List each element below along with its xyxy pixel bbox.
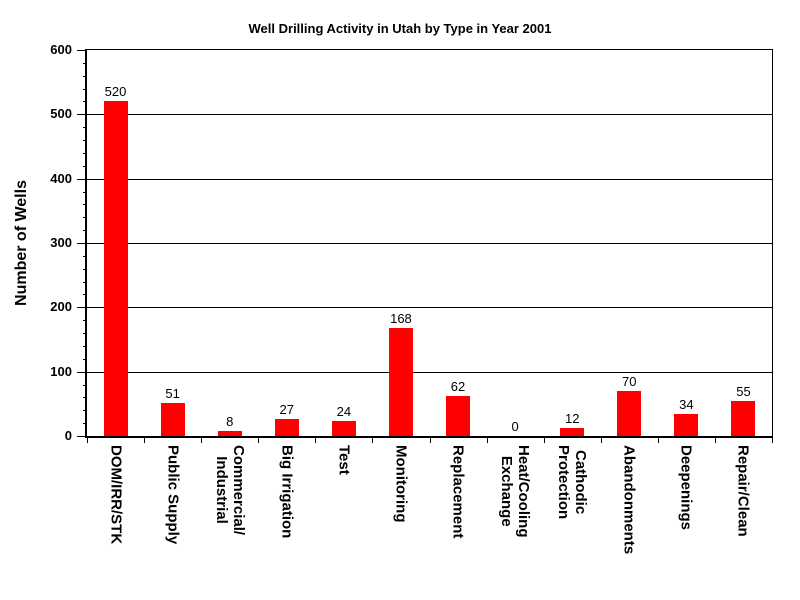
x-axis-tick (372, 438, 373, 443)
x-axis-tick (544, 438, 545, 443)
category-label-text: Commercial/ Industrial (212, 445, 247, 536)
category-label-text: Replacement (449, 445, 467, 539)
y-major-tick (77, 372, 87, 373)
y-tick-label: 400 (50, 170, 72, 186)
x-axis-tick (315, 438, 316, 443)
bar-value-label: 8 (226, 413, 234, 429)
x-axis-tick (144, 438, 145, 443)
x-axis-tick (201, 438, 202, 443)
gridline (87, 179, 772, 180)
bar-value-label: 34 (679, 397, 694, 413)
bar (217, 430, 242, 436)
bar-value-label: 62 (450, 379, 466, 395)
gridline (87, 114, 772, 115)
y-tick-label: 200 (50, 299, 72, 315)
bar-value-label: 70 (622, 373, 637, 389)
y-major-tick (77, 179, 87, 180)
bar-value-label: 0 (511, 419, 519, 434)
gridline (87, 372, 772, 373)
y-tick-label: 500 (50, 106, 72, 122)
bar (560, 428, 585, 436)
x-axis-tick (87, 438, 88, 443)
y-major-tick (77, 243, 87, 244)
bar (103, 101, 128, 436)
y-major-tick (77, 307, 87, 308)
y-tick-label: 100 (50, 363, 72, 379)
category-label-text: Repair/Clean (734, 445, 752, 537)
gridline (87, 307, 772, 308)
category-label-text: Cathodic Protection (555, 445, 590, 520)
bar-value-label: 51 (165, 386, 180, 402)
bar (388, 327, 413, 436)
bar (274, 418, 299, 436)
bar (674, 414, 699, 436)
x-axis-tick (487, 438, 488, 443)
bar (446, 396, 471, 436)
category-label-text: Deepenings (677, 445, 695, 531)
x-axis-tick (658, 438, 659, 443)
category-label-text: Monitoring (392, 445, 410, 523)
bar-value-label: 168 (390, 310, 412, 326)
x-axis-tick (258, 438, 259, 443)
bar-value-label: 520 (104, 84, 127, 100)
category-label-text: Abandonments (620, 445, 638, 555)
plot-area: 520 51 8 27 24 168 62 0 12 70 34 55 (85, 49, 773, 438)
bar-value-label: 24 (336, 403, 352, 419)
x-axis-tick (430, 438, 431, 443)
y-tick-label: 600 (50, 42, 72, 57)
bar (731, 400, 756, 436)
x-axis-tick (772, 438, 773, 443)
y-major-tick (77, 114, 87, 115)
y-tick-label: 0 (64, 428, 72, 443)
x-axis-tick (601, 438, 602, 443)
bar-value-label: 12 (564, 411, 580, 427)
category-label-text: DOM/IRR/STK (107, 445, 125, 545)
y-tick-label: 300 (50, 235, 72, 250)
category-label-text: Big Irrigation (278, 445, 296, 539)
bar-value-label: 55 (736, 383, 751, 399)
bar (160, 403, 185, 436)
x-axis-tick (715, 438, 716, 443)
chart-title: Well Drilling Activity in Utah by Type i… (248, 21, 552, 36)
bar-value-label: 27 (279, 401, 295, 417)
gridline (87, 243, 772, 244)
category-label-text: Heat/Cooling Exchange (498, 445, 533, 538)
category-label-text: Public Supply (164, 445, 182, 545)
bar (331, 420, 356, 436)
bar (617, 390, 642, 436)
y-major-tick (77, 436, 87, 437)
y-major-tick (77, 50, 87, 51)
category-label-text: Test (335, 445, 353, 475)
